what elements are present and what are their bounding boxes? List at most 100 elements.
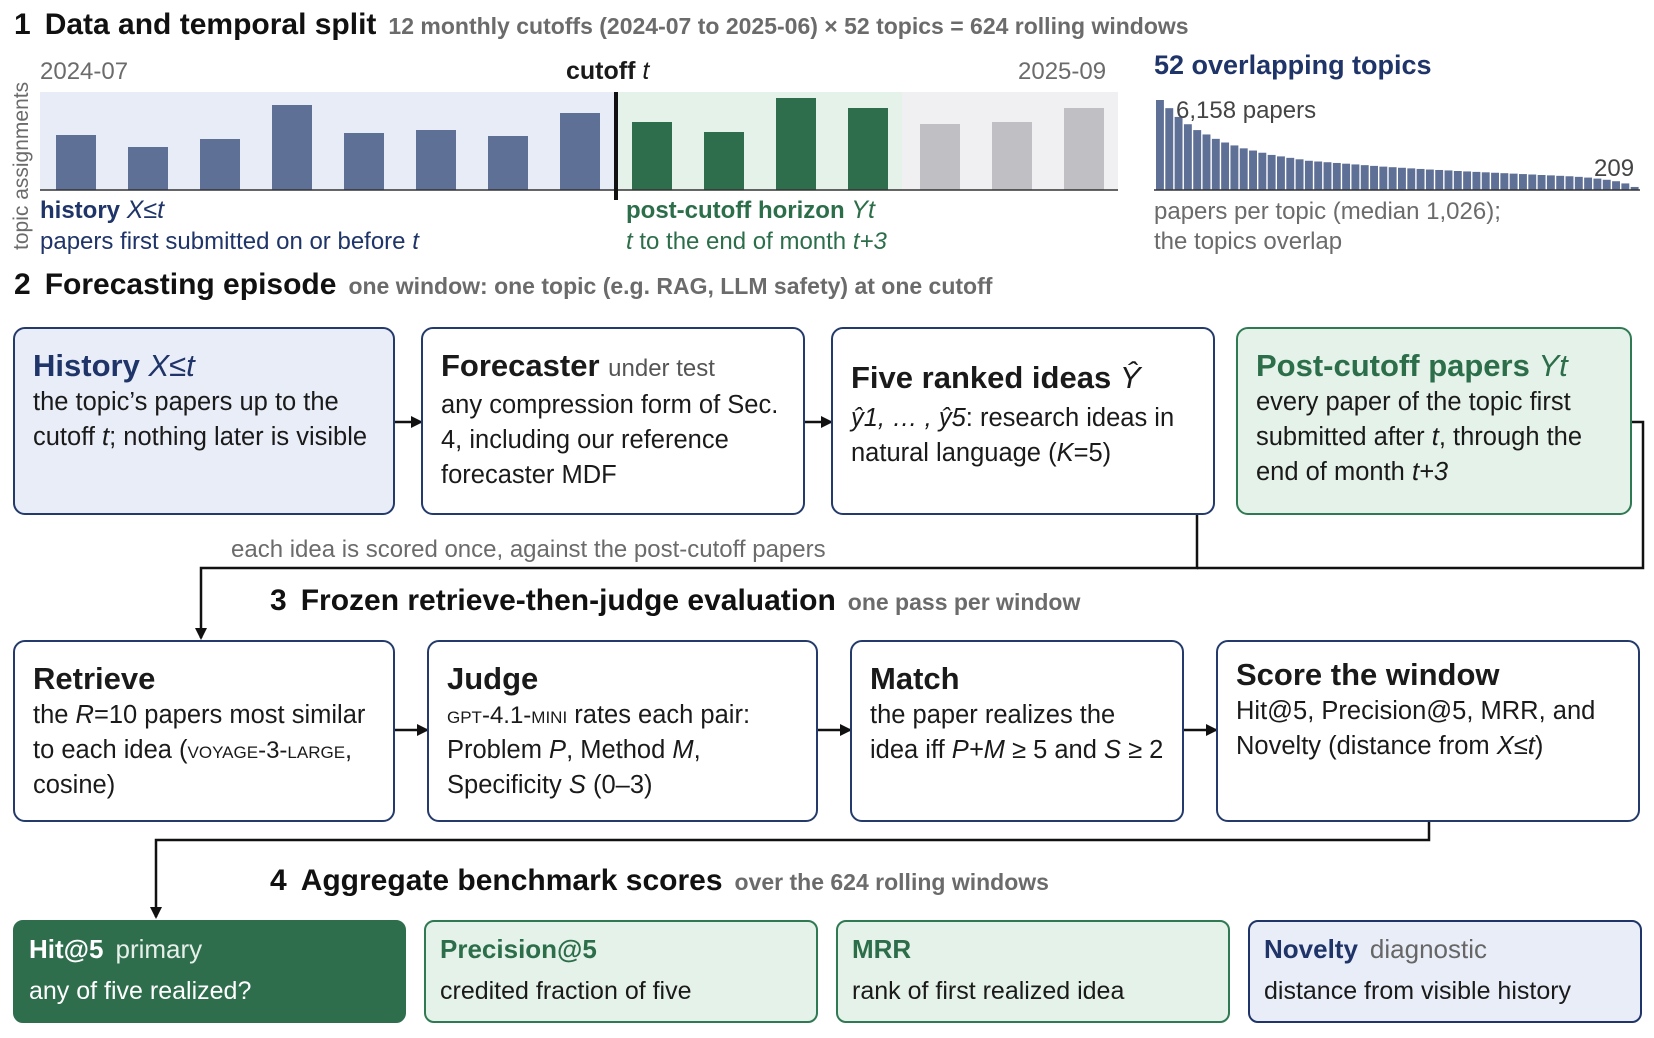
precision5-card-desc: credited fraction of five <box>440 977 692 1005</box>
section1-number: 1 <box>14 8 31 41</box>
section4-heading: 4 Aggregate benchmark scores over the 624 … <box>270 864 1049 898</box>
topic-bar-16 <box>1295 159 1304 190</box>
horizon-desc-text: to the end of month <box>639 228 847 255</box>
topic-bar-14 <box>1277 156 1285 190</box>
post-cutoff-box-title-text: Post-cutoff papers <box>1256 348 1530 383</box>
timeline-bar-2025-05 <box>776 98 816 190</box>
topic-bar-47 <box>1584 177 1593 190</box>
judge-box-desc-4: (0–3) <box>585 771 653 799</box>
section1-subtitle: 12 monthly cutoffs (2024-07 to 2025-06) … <box>388 13 1189 39</box>
judge-box-title: Judge <box>447 661 539 696</box>
ideas-box-desc-vars: ŷ1, … , ŷ5 <box>851 404 966 432</box>
topic-bar-41 <box>1528 174 1537 190</box>
novelty-card: Novelty diagnostic distance from visible … <box>1248 920 1642 1023</box>
topic-bar-51 <box>1621 183 1630 190</box>
judge-box-desc-3: , Specificity <box>447 736 701 799</box>
topic-bar-21 <box>1342 163 1351 190</box>
timeline-bar-2024-09 <box>200 139 240 190</box>
topic-bar-43 <box>1546 175 1555 190</box>
topic-bar-33 <box>1453 171 1462 190</box>
timeline-start-label: 2024-07 <box>40 58 129 85</box>
history-box-title: History X≤t <box>33 347 375 385</box>
section1-heading: 1 Data and temporal split 12 monthly cutof… <box>14 8 1189 42</box>
y-axis-label: topic assignments <box>10 81 33 250</box>
match-box-desc-s: S <box>1104 736 1122 764</box>
timeline-bar-2025-01 <box>488 136 528 190</box>
match-box-desc-3: ≥ 2 <box>1121 736 1164 764</box>
horizon-legend: post-cutoff horizon Yt <box>626 196 875 225</box>
retrieve-box-desc-3: , cosine) <box>33 736 353 799</box>
history-box: History X≤t the topic’s papers up to the… <box>13 327 395 515</box>
retrieve-box-desc: the R=10 papers most similar to each ide… <box>33 698 375 803</box>
timeline-bar-2025-06 <box>848 108 888 190</box>
judge-box-desc-2: , Method <box>566 736 666 764</box>
topic-bar-49 <box>1602 179 1611 190</box>
horizon-legend-var: Yt <box>851 196 875 224</box>
history-box-title-text: History <box>33 348 140 383</box>
topic-bar-11 <box>1249 150 1257 190</box>
judge-box: Judge gpt-4.1-mini rates each pair: Prob… <box>427 640 818 822</box>
forecaster-box-desc: any compression form of Sec. 4, includin… <box>441 391 779 489</box>
connector-post-evaluation <box>1197 420 1645 570</box>
match-box-desc-1: the paper realizes the idea iff <box>870 701 1116 764</box>
topic-bar-28 <box>1407 168 1416 190</box>
ideas-box-desc-2: =5) <box>1073 439 1112 467</box>
topic-bar-17 <box>1304 160 1313 190</box>
topic-bar-2 <box>1165 108 1174 190</box>
topic-bar-42 <box>1537 175 1546 190</box>
topic-bar-45 <box>1565 176 1574 190</box>
post-cutoff-box-desc-1: every paper of the topic first submitted… <box>1256 388 1571 451</box>
timeline-bar-2025-08 <box>992 122 1032 190</box>
match-box-title: Match <box>870 661 960 696</box>
topic-bar-29 <box>1416 168 1425 190</box>
topic-bar-30 <box>1425 169 1434 190</box>
precision5-card: Precision@5 credited fraction of five <box>424 920 818 1023</box>
cutoff-text: cutoff <box>566 57 636 85</box>
score-box: Score the window Hit@5, Precision@5, MRR… <box>1216 640 1640 822</box>
topic-bar-18 <box>1314 161 1323 190</box>
history-box-var: X≤t <box>148 348 195 383</box>
retrieve-box-desc-r: R <box>75 701 94 729</box>
horizon-desc-var1: t <box>626 228 633 255</box>
history-box-desc-var: t <box>102 423 110 451</box>
topic-bar-8 <box>1221 142 1230 190</box>
hit5-card: Hit@5 primary any of five realized? <box>13 920 406 1023</box>
topics-max-label: 6,158 papers <box>1176 97 1317 124</box>
topics-min-label: 209 <box>1594 155 1635 182</box>
timeline-bar-2024-12 <box>416 130 456 190</box>
topic-bar-15 <box>1286 157 1295 190</box>
horizon-legend-desc: t to the end of month t+3 <box>626 228 887 256</box>
topics-caption-2: the topics overlap <box>1154 228 1343 255</box>
score-box-title: Score the window <box>1236 657 1500 692</box>
topic-bar-27 <box>1398 167 1406 190</box>
topic-bar-7 <box>1211 138 1220 190</box>
history-legend-title: history <box>40 197 121 224</box>
ideas-box-var: Ŷ <box>1119 360 1141 395</box>
history-legend-desc-text: papers first submitted on or before <box>40 228 406 255</box>
match-box-desc-2: ≥ 5 and <box>1004 736 1097 764</box>
novelty-card-desc: distance from visible history <box>1264 977 1572 1005</box>
topic-bar-12 <box>1258 152 1267 190</box>
post-cutoff-box-desc-2: , through the end of month <box>1256 423 1583 486</box>
ideas-box-desc-k: K <box>1056 439 1074 467</box>
forecaster-box-title-text: Forecaster <box>441 348 600 383</box>
ideas-box-title-text: Five ranked ideas <box>851 360 1112 395</box>
topic-bar-9 <box>1230 145 1239 190</box>
match-box-desc-pm: P+M <box>951 736 1005 764</box>
ideas-box-desc: ŷ1, … , ŷ5: research ideas in natural la… <box>851 401 1195 471</box>
topic-bar-10 <box>1239 148 1248 190</box>
topic-bar-19 <box>1323 162 1332 190</box>
novelty-title: Novelty <box>1264 934 1358 964</box>
topic-bar-1 <box>1156 100 1164 190</box>
section4-subtitle: over the 624 rolling windows <box>734 869 1049 895</box>
section3-title: Frozen retrieve-then-judge evaluation <box>300 584 836 617</box>
forecaster-box-title: Forecaster under test <box>441 347 785 388</box>
section2-subtitle: one window: one topic (e.g. RAG, LLM saf… <box>348 273 993 299</box>
novelty-tag: diagnostic <box>1369 934 1487 964</box>
retrieve-box-model: voyage-3-large <box>187 737 346 764</box>
retrieve-box-desc-2: =10 papers most similar to each idea ( <box>33 701 366 764</box>
topic-bar-22 <box>1351 164 1360 190</box>
connector-score-aggregate <box>150 822 1431 919</box>
history-legend-desc-var: t <box>412 228 419 255</box>
